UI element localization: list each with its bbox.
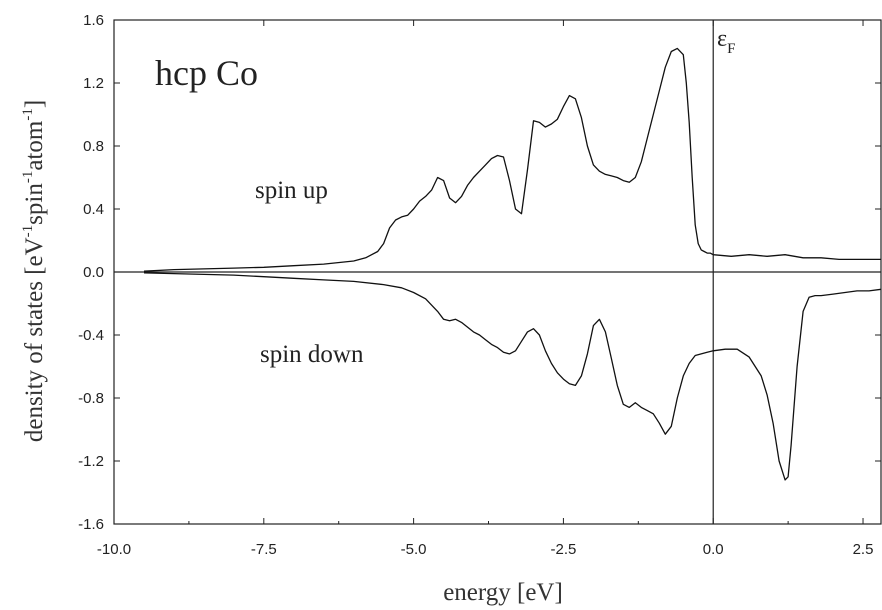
y-axis-title-sup2: -1 bbox=[20, 171, 36, 184]
x-tick-label: 0.0 bbox=[703, 541, 724, 558]
y-axis-title-sup1: -1 bbox=[20, 225, 36, 238]
y-tick-label: -1.2 bbox=[78, 453, 104, 470]
annotation-spin-up: spin up bbox=[255, 177, 328, 204]
fermi-level-label: εF bbox=[717, 26, 735, 57]
x-tick-label: -2.5 bbox=[550, 541, 576, 558]
y-tick-label: 0.0 bbox=[83, 264, 104, 281]
y-tick-label: 0.8 bbox=[83, 138, 104, 155]
y-tick-label: 0.4 bbox=[83, 201, 104, 218]
annotation-spin-down: spin down bbox=[260, 341, 364, 368]
fermi-level-subscript: F bbox=[727, 41, 735, 57]
chart-axes-layer bbox=[113, 19, 882, 525]
x-tick-label: -5.0 bbox=[401, 541, 427, 558]
y-axis-title-mid1: spin bbox=[21, 183, 48, 225]
x-tick-label: -10.0 bbox=[97, 541, 131, 558]
y-axis-title: density of states [eV-1spin-1atom-1] bbox=[20, 100, 48, 442]
y-tick-label: -0.8 bbox=[78, 390, 104, 407]
x-tick-label: -7.5 bbox=[251, 541, 277, 558]
x-tick-label: 2.5 bbox=[853, 541, 874, 558]
chart-title: hcp Co bbox=[155, 53, 258, 93]
y-axis-title-end: ] bbox=[21, 100, 48, 108]
series-spin-up-line bbox=[143, 47, 881, 272]
series-spin-down-line bbox=[143, 272, 882, 481]
y-axis-title-base: density of states [eV bbox=[21, 237, 48, 442]
x-axis-title: energy [eV] bbox=[443, 579, 563, 606]
y-axis-title-sup3: -1 bbox=[20, 108, 36, 121]
chart-labels-layer: -10.0 -7.5 -5.0 -2.5 0.0 2.5 -1.6 -1.2 -0.8 -0.4 0… bbox=[78, 12, 873, 558]
y-tick-label: -0.4 bbox=[78, 327, 104, 344]
y-tick-label: 1.6 bbox=[83, 12, 104, 29]
chart-series-layer bbox=[143, 47, 882, 481]
y-tick-label: -1.6 bbox=[78, 516, 104, 533]
fermi-level-symbol: ε bbox=[717, 26, 727, 52]
y-tick-label: 1.2 bbox=[83, 75, 104, 92]
y-axis-title-mid2: atom bbox=[21, 120, 48, 171]
